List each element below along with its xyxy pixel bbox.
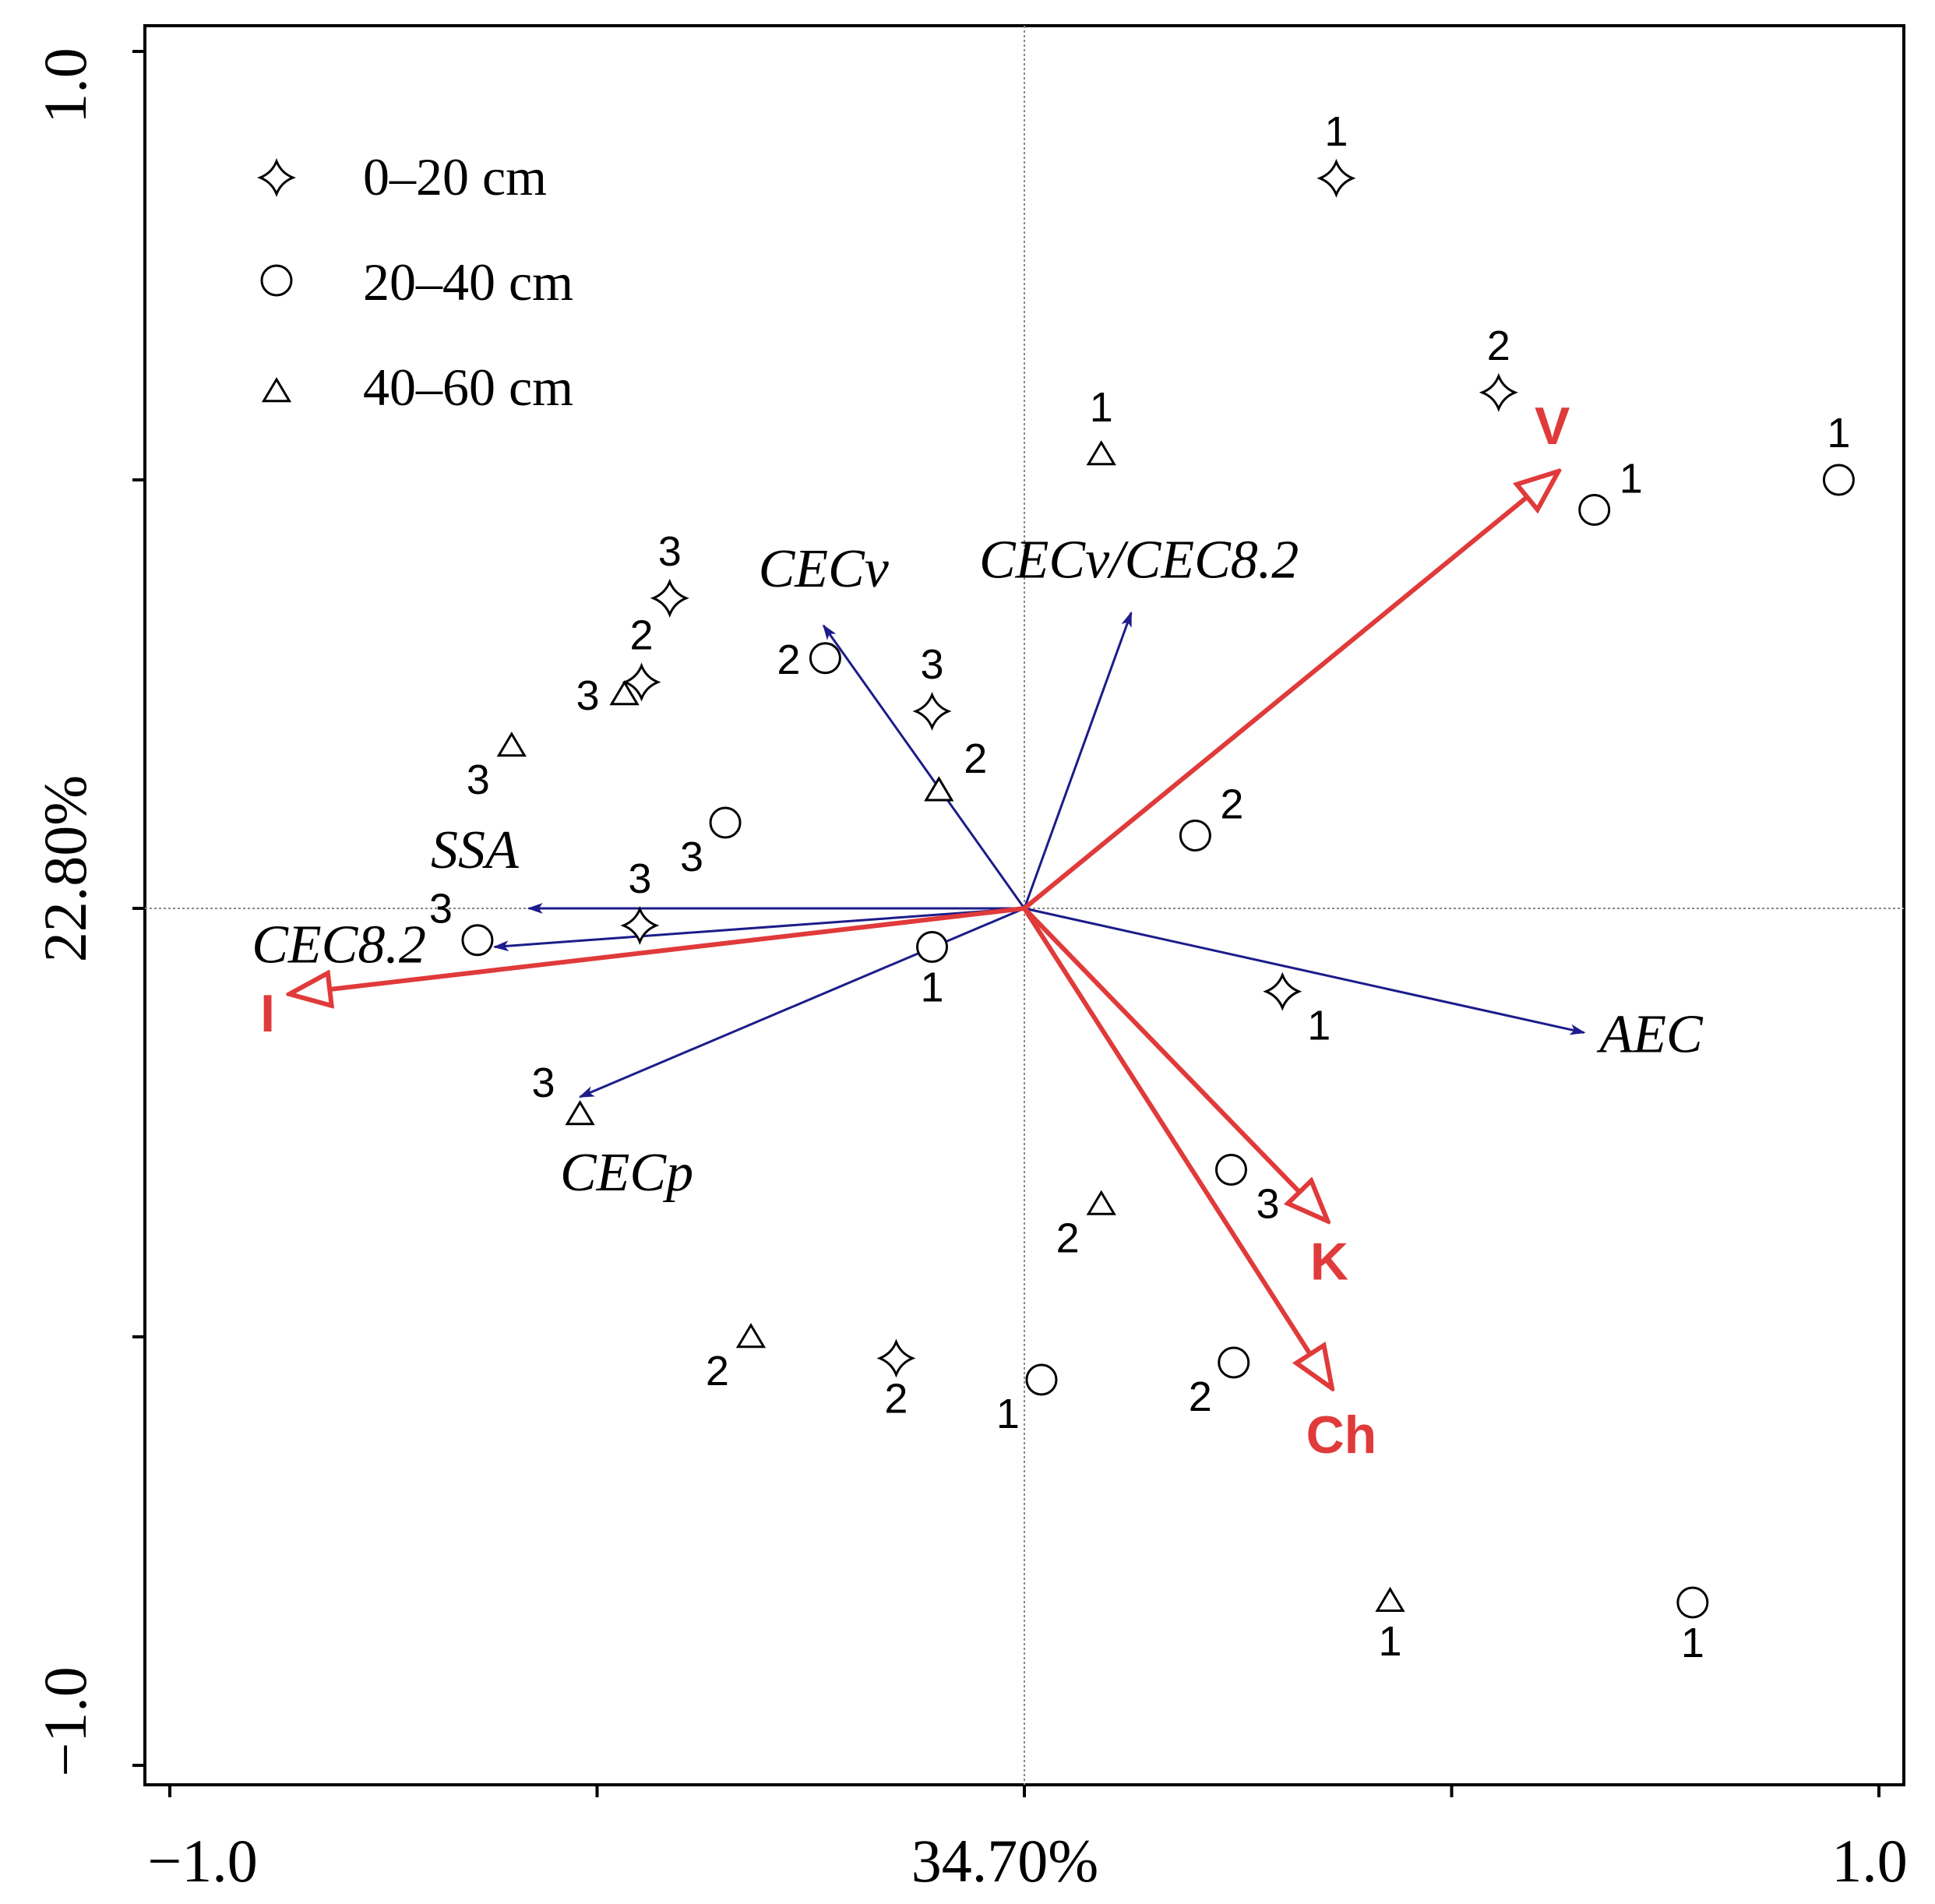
point-triangle-icon xyxy=(565,1100,595,1126)
vector-cecvcec82 xyxy=(1023,611,1133,909)
env-vector-i xyxy=(290,906,1025,994)
legend-triangle-icon xyxy=(261,377,292,403)
point-label: 2 xyxy=(884,1376,908,1423)
point-star-icon xyxy=(912,691,952,732)
point-label: 3 xyxy=(467,756,490,803)
point-label: 3 xyxy=(680,834,703,880)
point-circle-icon xyxy=(1214,1154,1247,1186)
point-circle-icon xyxy=(1218,1346,1250,1379)
point-label: 3 xyxy=(1256,1181,1279,1228)
point-star-icon xyxy=(1263,971,1302,1011)
point-label: 1 xyxy=(1681,1620,1704,1666)
env-vector-ch xyxy=(1022,907,1332,1388)
axis-ticks xyxy=(132,50,1880,1797)
point-star-icon xyxy=(620,905,660,946)
vector-label-ssa: SSA xyxy=(431,820,519,880)
vector-label-cecvcec82: CECv/CEC8.2 xyxy=(979,531,1299,591)
vector-label-cecv: CECv xyxy=(759,539,890,599)
point-circle-icon xyxy=(461,924,494,957)
y-tick-min: −1.0 xyxy=(31,1666,99,1777)
point-label: 3 xyxy=(532,1060,555,1106)
point-triangle-icon xyxy=(496,732,527,757)
x-tick-max: 1.0 xyxy=(1831,1827,1908,1895)
y-tick-max: 1.0 xyxy=(31,48,99,124)
vector-label-cecp: CECp xyxy=(560,1143,693,1203)
point-triangle-icon xyxy=(1375,1586,1405,1613)
vector-cec82 xyxy=(492,907,1025,952)
point-triangle-icon xyxy=(1086,440,1116,466)
point-label: 1 xyxy=(1090,384,1113,431)
point-label: 2 xyxy=(1220,781,1243,828)
point-label: 2 xyxy=(964,735,987,782)
point-label: 2 xyxy=(1487,323,1510,369)
legend: 0–20 cm 20–40 cm 40–60 cm xyxy=(256,147,573,417)
point-label: 2 xyxy=(706,1348,729,1395)
point-circle-icon xyxy=(1025,1363,1058,1396)
vector-cecv xyxy=(822,624,1026,909)
point-label: 2 xyxy=(630,612,654,659)
point-label: 1 xyxy=(1324,108,1348,155)
env-vector-v xyxy=(1023,471,1559,911)
point-label: 1 xyxy=(1620,456,1643,502)
point-star-icon xyxy=(1479,372,1518,412)
point-label: 3 xyxy=(921,641,944,688)
vector-label-aec: AEC xyxy=(1597,1005,1704,1065)
vector-label-cec82: CEC8.2 xyxy=(252,915,426,975)
point-label: 3 xyxy=(658,528,682,575)
point-triangle-icon xyxy=(924,776,954,802)
env-label-k: K xyxy=(1310,1232,1348,1292)
variable-vectors xyxy=(492,611,1586,1098)
point-label: 2 xyxy=(1189,1373,1212,1420)
point-circle-icon xyxy=(809,642,841,675)
legend-circle-icon xyxy=(260,264,293,297)
point-label: 3 xyxy=(576,672,600,719)
point-triangle-icon xyxy=(609,680,640,706)
legend-marker-triangle-icon xyxy=(261,377,292,403)
legend-marker-star-icon xyxy=(256,157,297,198)
legend-star-icon xyxy=(256,157,297,198)
point-label: 3 xyxy=(429,886,453,933)
env-label-ch: Ch xyxy=(1306,1405,1377,1465)
point-circle-icon xyxy=(1822,464,1855,496)
point-star-icon xyxy=(650,578,689,618)
point-triangle-icon xyxy=(735,1323,767,1349)
point-circle-icon xyxy=(1676,1586,1709,1619)
x-tick-min: −1.0 xyxy=(147,1827,258,1895)
env-vector-k xyxy=(1022,906,1327,1222)
legend-marker-circle-icon xyxy=(260,264,293,297)
point-label: 2 xyxy=(777,636,800,683)
point-circle-icon xyxy=(1179,820,1211,852)
point-star-icon xyxy=(622,662,661,702)
environment-vectors xyxy=(290,471,1559,1388)
env-label-v: V xyxy=(1535,397,1570,456)
vector-aec xyxy=(1024,907,1586,1035)
point-label: 1 xyxy=(996,1391,1020,1437)
point-star-icon xyxy=(1316,158,1356,198)
legend-label-20-40: 20–40 cm xyxy=(363,252,573,312)
y-axis-label: 22.80% xyxy=(31,775,99,962)
legend-label-40-60: 40–60 cm xyxy=(363,358,573,417)
point-label: 2 xyxy=(1056,1215,1080,1262)
point-label: 1 xyxy=(1827,410,1850,457)
point-circle-icon xyxy=(709,806,742,839)
point-label: 1 xyxy=(1378,1618,1401,1665)
x-axis-label: 34.70% xyxy=(911,1827,1098,1895)
point-triangle-icon xyxy=(1086,1190,1116,1215)
point-label: 1 xyxy=(921,964,944,1011)
point-star-icon xyxy=(876,1338,916,1378)
legend-label-0-20: 0–20 cm xyxy=(363,147,547,206)
vector-cecp xyxy=(578,907,1025,1098)
env-label-i: I xyxy=(260,984,275,1043)
point-label: 3 xyxy=(628,855,651,902)
point-circle-icon xyxy=(1578,494,1611,526)
point-circle-icon xyxy=(916,931,949,963)
point-label: 1 xyxy=(1307,1003,1331,1049)
